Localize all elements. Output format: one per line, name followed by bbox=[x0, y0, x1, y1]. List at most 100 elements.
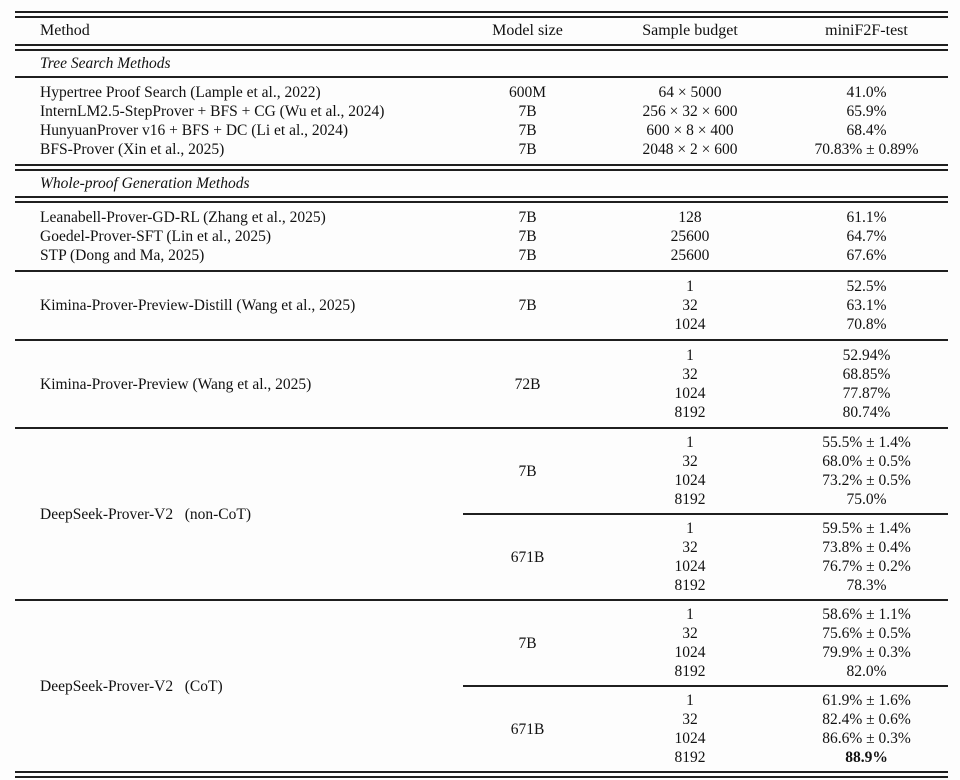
result-cell: 80.74% bbox=[842, 404, 891, 421]
table-row: Goedel-Prover-SFT (Lin et al., 2025) 7B … bbox=[15, 227, 948, 246]
deepseek-noncot-right: 7B 1 32 1024 8192 55.5% ± 1.4% 68.0% ± 0… bbox=[460, 429, 948, 599]
section-rule bbox=[15, 196, 948, 203]
partial-rule bbox=[463, 513, 948, 515]
sample-budget-stack: 1 32 1024 8192 bbox=[595, 433, 785, 509]
model-size-cell: 7B bbox=[518, 228, 537, 245]
table-top-rule bbox=[15, 11, 948, 18]
result-cell: 70.8% bbox=[846, 316, 887, 333]
sample-budget-cell: 1024 bbox=[674, 558, 706, 575]
partial-rule bbox=[463, 685, 948, 687]
result-cell: 73.8% ± 0.4% bbox=[822, 539, 911, 556]
model-size-cell: 7B bbox=[518, 122, 537, 139]
column-header-model-size: Model size bbox=[492, 22, 563, 39]
kimina-distill-group: Kimina-Prover-Preview-Distill (Wang et a… bbox=[15, 272, 948, 339]
sample-budget-cell: 1 bbox=[686, 434, 694, 451]
sample-budget-cell: 1 bbox=[686, 278, 694, 295]
sample-budget-cell: 1 bbox=[686, 520, 694, 537]
sample-budget-cell: 25600 bbox=[670, 228, 710, 245]
method-cell: Kimina-Prover-Preview (Wang et al., 2025… bbox=[40, 375, 312, 393]
sample-budget-cell: 32 bbox=[682, 453, 698, 470]
result-cell: 68.4% bbox=[846, 122, 887, 139]
result-stack: 55.5% ± 1.4% 68.0% ± 0.5% 73.2% ± 0.5% 7… bbox=[785, 433, 948, 509]
model-size-cell: 7B bbox=[518, 297, 537, 314]
table-row: STP (Dong and Ma, 2025) 7B 25600 67.6% bbox=[15, 246, 948, 265]
column-header-method: Method bbox=[40, 22, 90, 39]
result-cell: 52.5% bbox=[846, 278, 887, 295]
table-bottom-rule bbox=[15, 771, 948, 778]
result-cell: 76.7% ± 0.2% bbox=[822, 558, 911, 575]
whole-proof-simple-rows: Leanabell-Prover-GD-RL (Zhang et al., 20… bbox=[15, 203, 948, 270]
result-cell: 68.85% bbox=[842, 366, 891, 383]
deepseek-cot-right: 7B 1 32 1024 8192 58.6% ± 1.1% 75.6% ± 0… bbox=[460, 601, 948, 771]
sample-budget-stack: 1 32 1024 bbox=[595, 277, 785, 334]
model-size-cell: 7B bbox=[518, 462, 537, 480]
result-stack: 58.6% ± 1.1% 75.6% ± 0.5% 79.9% ± 0.3% 8… bbox=[785, 605, 948, 681]
sample-budget-cell: 25600 bbox=[670, 247, 710, 264]
result-cell: 55.5% ± 1.4% bbox=[822, 434, 911, 451]
sample-budget-stack: 1 32 1024 8192 bbox=[595, 346, 785, 422]
result-cell: 41.0% bbox=[846, 84, 887, 101]
result-cell: 64.7% bbox=[846, 228, 887, 245]
model-size-cell: 7B bbox=[518, 247, 537, 264]
result-stack: 59.5% ± 1.4% 73.8% ± 0.4% 76.7% ± 0.2% 7… bbox=[785, 519, 948, 595]
sample-budget-cell: 8192 bbox=[674, 404, 706, 421]
result-cell: 86.6% ± 0.3% bbox=[822, 730, 911, 747]
header-bottom-rule bbox=[15, 44, 948, 51]
group-rule bbox=[15, 427, 948, 429]
method-cell: Leanabell-Prover-GD-RL (Zhang et al., 20… bbox=[40, 209, 326, 226]
result-cell: 77.87% bbox=[842, 385, 891, 402]
sample-budget-cell: 8192 bbox=[674, 663, 706, 680]
sample-budget-cell: 2048 × 2 × 600 bbox=[642, 141, 738, 158]
sample-budget-cell: 32 bbox=[682, 625, 698, 642]
result-cell: 73.2% ± 0.5% bbox=[822, 472, 911, 489]
section-title-tree-search: Tree Search Methods bbox=[40, 55, 171, 72]
result-cell: 75.6% ± 0.5% bbox=[822, 625, 911, 642]
sample-budget-cell: 8192 bbox=[674, 577, 706, 594]
result-stack: 52.5% 63.1% 70.8% bbox=[785, 277, 948, 334]
result-cell: 61.1% bbox=[846, 209, 887, 226]
method-cell: HunyuanProver v16 + BFS + DC (Li et al.,… bbox=[40, 122, 349, 139]
model-size-cell: 7B bbox=[518, 634, 537, 652]
sample-budget-cell: 1024 bbox=[674, 472, 706, 489]
sample-budget-cell: 64 × 5000 bbox=[658, 84, 722, 101]
sample-budget-stack: 1 32 1024 8192 bbox=[595, 605, 785, 681]
result-cell: 70.83% ± 0.89% bbox=[814, 141, 919, 158]
deepseek-noncot-group: DeepSeek-Prover-V2 (non-CoT) 7B 1 32 102… bbox=[15, 429, 948, 599]
model-size-cell: 600M bbox=[508, 84, 547, 101]
sample-budget-cell: 32 bbox=[682, 297, 698, 314]
model-size-cell: 671B bbox=[510, 548, 545, 566]
table-row: Hypertree Proof Search (Lample et al., 2… bbox=[15, 83, 948, 102]
model-size-cell: 7B bbox=[518, 103, 537, 120]
section-rule bbox=[15, 164, 948, 171]
sample-budget-cell: 1024 bbox=[674, 644, 706, 661]
sample-budget-cell: 256 × 32 × 600 bbox=[642, 103, 738, 120]
result-stack: 61.9% ± 1.6% 82.4% ± 0.6% 86.6% ± 0.3% 8… bbox=[785, 691, 948, 767]
sample-budget-cell: 600 × 8 × 400 bbox=[646, 122, 734, 139]
result-cell: 52.94% bbox=[842, 347, 891, 364]
section-rule bbox=[15, 76, 948, 78]
method-cell: Hypertree Proof Search (Lample et al., 2… bbox=[40, 84, 321, 101]
deepseek-noncot-671b-block: 671B 1 32 1024 8192 59.5% ± 1.4% 73.8% ±… bbox=[460, 515, 948, 599]
deepseek-cot-group: DeepSeek-Prover-V2 (CoT) 7B 1 32 1024 81… bbox=[15, 601, 948, 771]
table-row: BFS-Prover (Xin et al., 2025) 7B 2048 × … bbox=[15, 140, 948, 159]
section-title-whole-proof: Whole-proof Generation Methods bbox=[40, 175, 250, 192]
model-size-cell: 72B bbox=[514, 375, 541, 393]
result-cell: 68.0% ± 0.5% bbox=[822, 453, 911, 470]
sample-budget-cell: 1 bbox=[686, 606, 694, 623]
method-cell: STP (Dong and Ma, 2025) bbox=[40, 247, 205, 264]
method-cell: InternLM2.5-StepProver + BFS + CG (Wu et… bbox=[40, 103, 385, 120]
sample-budget-cell: 8192 bbox=[674, 749, 706, 766]
result-cell-best: 88.9% bbox=[845, 749, 888, 766]
kimina-preview-group: Kimina-Prover-Preview (Wang et al., 2025… bbox=[15, 341, 948, 427]
result-cell: 63.1% bbox=[846, 297, 887, 314]
method-cell: Kimina-Prover-Preview-Distill (Wang et a… bbox=[40, 297, 356, 314]
tree-search-rows: Hypertree Proof Search (Lample et al., 2… bbox=[15, 78, 948, 164]
column-header-minif2f: miniF2F-test bbox=[825, 22, 908, 39]
method-cell: Goedel-Prover-SFT (Lin et al., 2025) bbox=[40, 228, 271, 245]
method-cell: BFS-Prover (Xin et al., 2025) bbox=[40, 141, 225, 158]
table-row: HunyuanProver v16 + BFS + DC (Li et al.,… bbox=[15, 121, 948, 140]
result-cell: 58.6% ± 1.1% bbox=[822, 606, 911, 623]
sample-budget-cell: 128 bbox=[678, 209, 702, 226]
deepseek-cot-671b-block: 671B 1 32 1024 8192 61.9% ± 1.6% 82.4% ±… bbox=[460, 687, 948, 771]
